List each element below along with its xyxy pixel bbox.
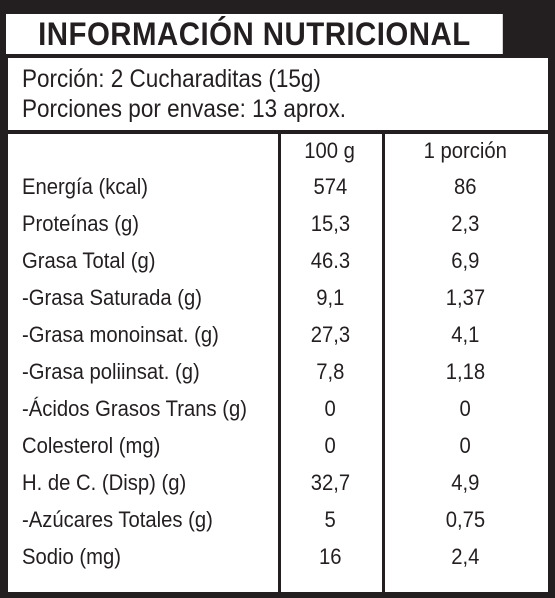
nutrient-name: -Ácidos Grasos Trans (g): [22, 395, 247, 421]
value-per-100g: 27,3: [310, 321, 350, 347]
table-row: Proteínas (g) 15,3 2,3: [8, 205, 548, 242]
column-divider: [382, 134, 385, 592]
label-title-text: INFORMACIÓN NUTRICIONAL: [38, 15, 471, 52]
table-row: -Ácidos Grasos Trans (g) 0 0: [8, 390, 548, 427]
value-per-100g: 9,1: [315, 284, 345, 310]
value-per-100g: 15,3: [310, 210, 350, 236]
value-per-100g: 0: [324, 432, 336, 458]
table-row: -Grasa poliinsat. (g) 7,8 1,18: [8, 353, 548, 390]
value-per-100g: 574: [313, 173, 347, 199]
value-per-serving: 1,18: [445, 358, 485, 384]
value-per-serving: 6,9: [450, 247, 480, 273]
header-nutrient: [8, 134, 278, 168]
value-per-100g: 16: [318, 543, 342, 569]
value-per-serving: 2,3: [450, 210, 480, 236]
table-row: Colesterol (mg) 0 0: [8, 427, 548, 464]
value-per-serving: 0: [459, 395, 471, 421]
nutrient-name: -Azúcares Totales (g): [22, 506, 213, 532]
header-per-serving: 1 porción: [423, 138, 507, 163]
nutrient-name: Grasa Total (g): [22, 247, 156, 273]
value-per-100g: 46.3: [310, 247, 350, 273]
value-per-serving: 4,9: [450, 469, 480, 495]
value-per-serving: 2,4: [450, 543, 480, 569]
value-per-serving: 4,1: [450, 321, 480, 347]
nutrient-name: -Grasa poliinsat. (g): [22, 358, 200, 384]
nutrient-name: H. de C. (Disp) (g): [22, 469, 187, 495]
servings-per-container: Porciones por envase: 13 aprox.: [22, 95, 346, 123]
table-row: -Azúcares Totales (g) 5 0,75: [8, 501, 548, 538]
value-per-100g: 32,7: [310, 469, 350, 495]
nutrition-table-panel: 100 g 1 porción Energía (kcal) 574 86 Prote…: [8, 134, 548, 592]
table-row: H. de C. (Disp) (g) 32,7 4,9: [8, 464, 548, 501]
table-row: -Grasa Saturada (g) 9,1 1,37: [8, 279, 548, 316]
header-per-100g: 100 g: [304, 138, 356, 163]
serving-size: Porción: 2 Cucharaditas (15g): [22, 65, 321, 93]
table-row: -Grasa monoinsat. (g) 27,3 4,1: [8, 316, 548, 353]
nutrient-name: Energía (kcal): [22, 173, 148, 199]
column-divider: [278, 134, 281, 592]
table-row: Grasa Total (g) 46.3 6,9: [8, 242, 548, 279]
nutrient-name: Colesterol (mg): [22, 432, 161, 458]
label-title: INFORMACIÓN NUTRICIONAL: [6, 14, 503, 54]
nutrient-name: Proteínas (g): [22, 210, 139, 236]
value-per-100g: 0: [324, 395, 336, 421]
nutrient-name: -Grasa monoinsat. (g): [22, 321, 219, 347]
nutrient-name: -Grasa Saturada (g): [22, 284, 202, 310]
serving-info: Porción: 2 Cucharaditas (15g) Porciones …: [8, 58, 548, 130]
nutrient-name: Sodio (mg): [22, 543, 121, 569]
value-per-serving: 0,75: [445, 506, 485, 532]
value-per-100g: 7,8: [315, 358, 345, 384]
table-row: Sodio (mg) 16 2,4: [8, 538, 548, 575]
table-row: Energía (kcal) 574 86: [8, 168, 548, 205]
value-per-serving: 86: [453, 173, 477, 199]
table-header-row: 100 g 1 porción: [8, 134, 548, 168]
value-per-serving: 1,37: [445, 284, 485, 310]
value-per-serving: 0: [459, 432, 471, 458]
value-per-100g: 5: [324, 506, 336, 532]
nutrition-table: 100 g 1 porción Energía (kcal) 574 86 Prote…: [8, 134, 548, 575]
